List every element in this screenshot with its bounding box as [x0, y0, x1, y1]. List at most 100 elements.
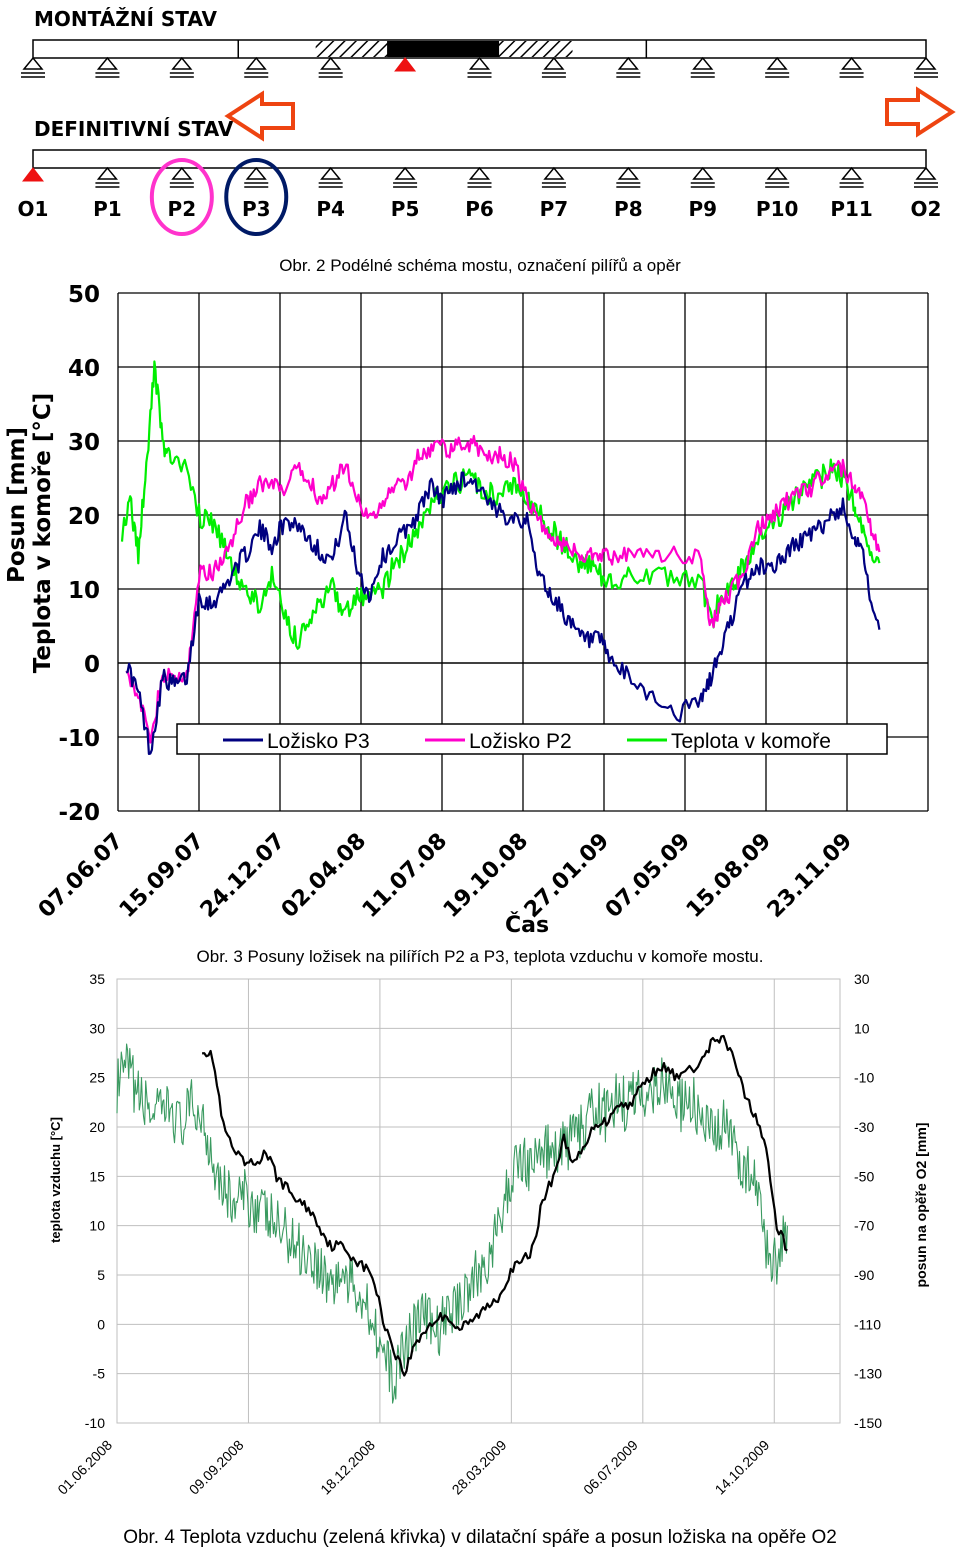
chart1-legend-label-2: Teplota v komoře	[671, 730, 831, 753]
montage-sliding-support-icon	[467, 56, 492, 78]
highlight-ring-p3	[224, 158, 289, 236]
chart2-left-y-ticks: 35 30 25 20 15 10 5 0 -5 -10	[85, 971, 105, 1431]
chart2-right-y-tick-label: -50	[854, 1168, 874, 1184]
chart2-left-y-tick-label: 20	[89, 1119, 105, 1135]
chart2-right-y-tick-label: -130	[854, 1366, 882, 1382]
chart1-legend: Ložisko P3 Ložisko P2 Teplota v komoře	[176, 723, 888, 755]
chart2-x-tick-label: 14.10.2009	[712, 1437, 773, 1498]
chart1-ylabel-line1: Posun [mm]	[4, 427, 30, 583]
chart2-ylabel-left: teplota vzduchu [°C]	[48, 1117, 63, 1243]
definitive-sliding-support-icon	[690, 166, 715, 188]
deck-hatch-left	[315, 41, 388, 57]
chart1-x-tick-label: 11.07.08	[358, 829, 452, 923]
definitive-sliding-support-icon	[393, 166, 418, 188]
arrow-left-icon	[224, 90, 295, 142]
montage-deck-segments	[237, 40, 648, 58]
chart1-x-tick-label: 24.12.07	[196, 829, 290, 923]
chart2-left-y-tick-label: 5	[97, 1267, 105, 1283]
chart2-left-y-tick-label: 0	[97, 1316, 105, 1332]
chart1-legend-box	[176, 723, 888, 755]
support-label-o1: O1	[18, 197, 49, 221]
chart1-y-tick-label: 50	[68, 282, 100, 308]
support-label-p5: P5	[391, 197, 420, 221]
definitive-fixed-support-icon	[21, 167, 45, 182]
montage-sliding-support-icon	[765, 56, 790, 78]
chart2-x-tick-label: 01.06.2008	[54, 1437, 115, 1498]
chart1-y-tick-label: 10	[68, 578, 100, 604]
schema-caption: Obr. 2 Podélné schéma mostu, označení pi…	[279, 256, 681, 275]
highlight-rings	[149, 158, 289, 236]
arrow-right-icon	[885, 86, 956, 138]
chart1-series-line-0	[125, 471, 881, 755]
chart2-right-y-tick-label: -10	[854, 1070, 874, 1086]
chart1-legend-label-1: Ložisko P2	[469, 730, 572, 753]
chart1-x-tick-label: 07.06.07	[34, 829, 128, 923]
chart1-series	[120, 360, 881, 755]
chart2-right-y-tick-label: -150	[854, 1415, 882, 1431]
chart2-right-y-tick-label: -110	[854, 1316, 881, 1332]
definitive-sliding-support-icon	[914, 166, 938, 188]
definitive-sliding-support-icon	[467, 166, 492, 188]
chart2-plot-frame	[116, 978, 841, 1424]
chart1-xlabel: Čas	[505, 912, 549, 938]
deck-solid-segment	[387, 41, 500, 57]
chart1-x-tick-label: 15.09.07	[115, 829, 209, 923]
chart2-right-y-tick-label: -90	[854, 1267, 874, 1283]
montage-supports	[21, 56, 938, 78]
chart2-caption: Obr. 4 Teplota vzduchu (zelená křivka) v…	[123, 1527, 837, 1548]
chart2-left-y-tick-label: 10	[89, 1218, 105, 1234]
definitive-supports	[21, 166, 938, 188]
chart2-left-y-tick-label: 25	[89, 1070, 105, 1086]
chart1-x-tick-label: 23.11.09	[763, 829, 857, 923]
chart2-left-y-tick-label: 15	[89, 1168, 105, 1184]
chart1-y-tick-label: 0	[84, 652, 100, 678]
support-label-p6: P6	[465, 197, 494, 221]
support-label-p1: P1	[93, 197, 122, 221]
chart1-x-tick-label: 15.08.09	[682, 829, 776, 923]
support-label-p8: P8	[614, 197, 643, 221]
montage-sliding-support-icon	[839, 56, 864, 78]
montage-sliding-support-icon	[914, 56, 938, 78]
chart2-left-y-tick-label: -5	[93, 1366, 106, 1382]
chart1-y-tick-label: 20	[68, 504, 100, 530]
chart1-y-tick-label: -10	[58, 726, 100, 752]
chart2-x-tick-label: 28.03.2009	[449, 1437, 510, 1498]
chart-expansion-joint: 35 30 25 20 15 10 5 0 -5 -10 30 10 -10 -30 -50 -70 -90 -…	[48, 971, 929, 1548]
definitive-label: DEFINITIVNÍ STAV	[34, 117, 234, 141]
definitive-sliding-support-icon	[765, 166, 790, 188]
support-label-o2: O2	[911, 197, 942, 221]
deck-hatch-right	[497, 41, 573, 57]
definitive-sliding-support-icon	[839, 166, 864, 188]
chart2-series	[116, 1034, 788, 1404]
definitive-sliding-support-icon	[244, 166, 269, 188]
support-label-p4: P4	[316, 197, 345, 221]
definitive-sliding-support-icon	[616, 166, 641, 188]
chart1-y-tick-label: 40	[68, 356, 100, 382]
chart1-caption: Obr. 3 Posuny ložisek na pilířích P2 a P…	[197, 947, 764, 966]
chart2-x-ticks: 01.06.2008 09.09.2008 18.12.2008 28.03.2009…	[54, 1437, 772, 1498]
chart2-x-tick-label: 06.07.2009	[580, 1437, 641, 1498]
chart1-legend-label-0: Ložisko P3	[267, 730, 370, 753]
montage-sliding-support-icon	[95, 56, 120, 78]
chart1-x-tick-label: 19.10.08	[439, 829, 533, 923]
chart2-right-y-tick-label: 30	[854, 971, 870, 987]
chart1-x-ticks: 07.06.0715.09.0724.12.0702.04.0811.07.08…	[34, 829, 857, 923]
chart2-temperature-line	[116, 1043, 788, 1404]
montage-sliding-support-icon	[244, 56, 269, 78]
support-label-p2: P2	[168, 197, 197, 221]
definitive-sliding-support-icon	[318, 166, 343, 188]
chart1-y-tick-label: -20	[58, 800, 100, 826]
definitive-sliding-support-icon	[95, 166, 120, 188]
chart1-series-line-1	[125, 434, 881, 744]
chart2-displacement-line	[202, 1034, 788, 1377]
chart1-x-tick-label: 07.05.09	[601, 829, 695, 923]
chart1-x-tick-label: 27.01.09	[520, 829, 614, 923]
support-label-p3: P3	[242, 197, 271, 221]
chart2-right-y-tick-label: 10	[854, 1020, 870, 1036]
bridge-schema: MONTÁŽNÍ STAV DEFINITIVNÍ STAV O1 P1 P2 P3 P…	[18, 7, 956, 275]
chart2-left-y-tick-label: 30	[89, 1020, 105, 1036]
montage-sliding-support-icon	[318, 56, 343, 78]
chart2-ylabel-right: posun na opěře O2 [mm]	[913, 1123, 929, 1288]
montage-sliding-support-icon	[21, 56, 45, 78]
